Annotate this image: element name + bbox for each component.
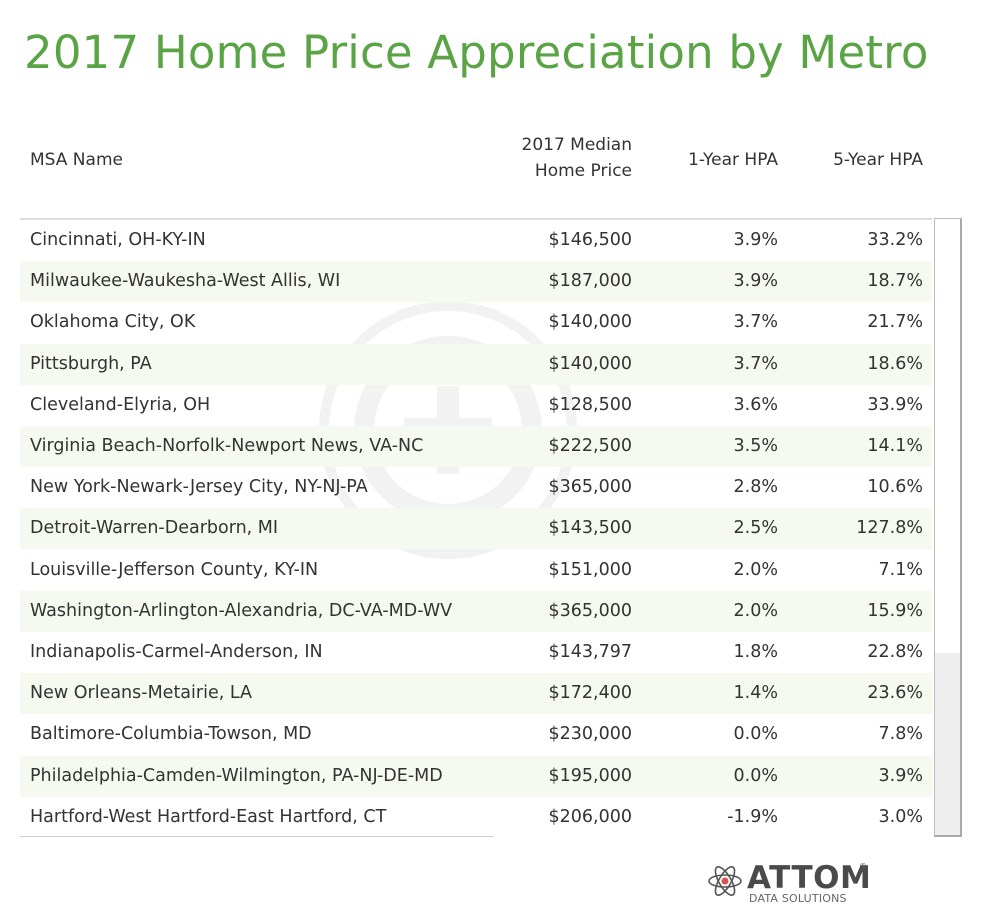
cell-msa-name: Indianapolis-Carmel-Anderson, IN (30, 642, 323, 662)
table-row[interactable]: Oklahoma City, OK $140,000 3.7% 21.7% (20, 302, 932, 343)
cell-median-price: $206,000 (548, 806, 632, 827)
table-row[interactable]: New York-Newark-Jersey City, NY-NJ-PA $36… (20, 467, 932, 508)
cell-5-year-hpa: 33.9% (867, 394, 923, 415)
cell-median-price: $140,000 (548, 312, 632, 333)
cell-median-price: $230,000 (548, 724, 632, 745)
cell-msa-name: Pittsburgh, PA (30, 353, 152, 374)
table-row[interactable]: Cincinnati, OH-KY-IN $146,500 3.9% 33.2% (20, 220, 932, 261)
cell-median-price: $151,000 (548, 559, 632, 580)
cell-5-year-hpa: 15.9% (867, 600, 923, 621)
column-header-5-year-hpa[interactable]: 5-Year HPA (833, 150, 923, 170)
table-row[interactable]: Pittsburgh, PA $140,000 3.7% 18.6% (20, 343, 932, 385)
cell-5-year-hpa: 18.7% (867, 271, 923, 292)
cell-5-year-hpa: 23.6% (867, 683, 923, 704)
cell-1-year-hpa: 2.0% (733, 559, 778, 580)
column-header-median-price-line1: 2017 Median (521, 135, 633, 155)
cell-1-year-hpa: 1.8% (733, 642, 778, 662)
table-bottom-divider (20, 836, 494, 837)
column-header-msa-name[interactable]: MSA Name (30, 150, 123, 170)
cell-1-year-hpa: 3.6% (733, 394, 778, 415)
table-header: MSA Name 2017 Median Home Price 1-Year H… (20, 130, 932, 218)
cell-msa-name: Philadelphia-Camden-Wilmington, PA-NJ-DE… (30, 765, 443, 786)
attom-atom-icon (708, 866, 742, 896)
cell-5-year-hpa: 21.7% (867, 312, 923, 333)
attom-logo: ATTOM ® DATA SOLUTIONS (706, 860, 871, 910)
cell-1-year-hpa: 0.0% (733, 724, 778, 745)
cell-5-year-hpa: 7.8% (878, 724, 923, 745)
cell-median-price: $128,500 (548, 394, 632, 415)
cell-1-year-hpa: 2.0% (733, 600, 778, 621)
cell-median-price: $365,000 (548, 477, 632, 498)
cell-1-year-hpa: 3.9% (733, 271, 778, 292)
table-row[interactable]: Virginia Beach-Norfolk-Newport News, VA-… (20, 426, 932, 467)
cell-msa-name: Cleveland-Elyria, OH (30, 394, 211, 415)
cell-1-year-hpa: 3.9% (733, 230, 778, 250)
cell-5-year-hpa: 3.0% (878, 806, 923, 827)
cell-5-year-hpa: 7.1% (878, 559, 923, 580)
page-title: 2017 Home Price Appreciation by Metro (24, 26, 929, 79)
table-row[interactable]: Washington-Arlington-Alexandria, DC-VA-M… (20, 590, 932, 632)
cell-5-year-hpa: 10.6% (867, 477, 923, 498)
cell-median-price: $143,500 (548, 518, 632, 539)
cell-msa-name: Cincinnati, OH-KY-IN (30, 230, 206, 250)
cell-msa-name: Louisville-Jefferson County, KY-IN (30, 559, 319, 580)
cell-5-year-hpa: 3.9% (878, 765, 923, 786)
cell-msa-name: Virginia Beach-Norfolk-Newport News, VA-… (30, 436, 424, 456)
table-row[interactable]: Baltimore-Columbia-Towson, MD $230,000 0.0… (20, 714, 932, 755)
table-row[interactable]: Philadelphia-Camden-Wilmington, PA-NJ-DE… (20, 755, 932, 797)
table-row[interactable]: Milwaukee-Waukesha-West Allis, WI $187,00… (20, 261, 932, 303)
cell-msa-name: Oklahoma City, OK (30, 312, 196, 333)
cell-median-price: $222,500 (548, 436, 632, 456)
table-row[interactable]: Detroit-Warren-Dearborn, MI $143,500 2.5% 1… (20, 508, 932, 550)
cell-median-price: $365,000 (548, 600, 632, 621)
cell-1-year-hpa: 0.0% (733, 765, 778, 786)
column-header-1-year-hpa[interactable]: 1-Year HPA (688, 150, 778, 170)
vertical-scrollbar[interactable] (934, 218, 962, 837)
logo-wordmark: ATTOM (747, 860, 872, 896)
cell-5-year-hpa: 18.6% (867, 353, 923, 374)
cell-median-price: $143,797 (548, 642, 632, 662)
table-row[interactable]: Cleveland-Elyria, OH $128,500 3.6% 33.9% (20, 385, 932, 426)
cell-1-year-hpa: 3.5% (733, 436, 778, 456)
cell-5-year-hpa: 127.8% (856, 518, 923, 539)
cell-5-year-hpa: 33.2% (867, 230, 923, 250)
table-row[interactable]: Louisville-Jefferson County, KY-IN $151,0… (20, 550, 932, 591)
cell-median-price: $172,400 (548, 683, 632, 704)
table-row[interactable]: Hartford-West Hartford-East Hartford, CT… (20, 797, 932, 838)
cell-msa-name: New Orleans-Metairie, LA (30, 683, 252, 704)
cell-1-year-hpa: 2.8% (733, 477, 778, 498)
cell-1-year-hpa: 1.4% (733, 683, 778, 704)
data-table: Cincinnati, OH-KY-IN $146,500 3.9% 33.2% Mil… (20, 218, 932, 838)
cell-1-year-hpa: -1.9% (727, 806, 778, 827)
cell-median-price: $187,000 (548, 271, 632, 292)
cell-1-year-hpa: 3.7% (733, 312, 778, 333)
column-header-median-price-line2: Home Price (534, 161, 632, 181)
cell-median-price: $146,500 (548, 230, 632, 250)
cell-msa-name: Baltimore-Columbia-Towson, MD (30, 724, 312, 745)
cell-median-price: $140,000 (548, 353, 632, 374)
cell-msa-name: Milwaukee-Waukesha-West Allis, WI (30, 271, 341, 292)
scrollbar-track[interactable] (935, 653, 960, 835)
cell-5-year-hpa: 22.8% (867, 642, 923, 662)
cell-1-year-hpa: 2.5% (733, 518, 778, 539)
cell-msa-name: Detroit-Warren-Dearborn, MI (30, 518, 279, 539)
logo-registered-mark: ® (859, 862, 867, 871)
column-header-median-price[interactable]: 2017 Median Home Price (522, 132, 633, 184)
cell-1-year-hpa: 3.7% (733, 353, 778, 374)
cell-msa-name: New York-Newark-Jersey City, NY-NJ-PA (30, 477, 368, 498)
table-row[interactable]: Indianapolis-Carmel-Anderson, IN $143,797… (20, 632, 932, 673)
cell-msa-name: Washington-Arlington-Alexandria, DC-VA-M… (30, 600, 453, 621)
logo-tagline: DATA SOLUTIONS (749, 892, 847, 905)
cell-msa-name: Hartford-West Hartford-East Hartford, CT (30, 806, 387, 827)
cell-median-price: $195,000 (548, 765, 632, 786)
table-row[interactable]: New Orleans-Metairie, LA $172,400 1.4% 23.6… (20, 673, 932, 715)
cell-5-year-hpa: 14.1% (867, 436, 923, 456)
